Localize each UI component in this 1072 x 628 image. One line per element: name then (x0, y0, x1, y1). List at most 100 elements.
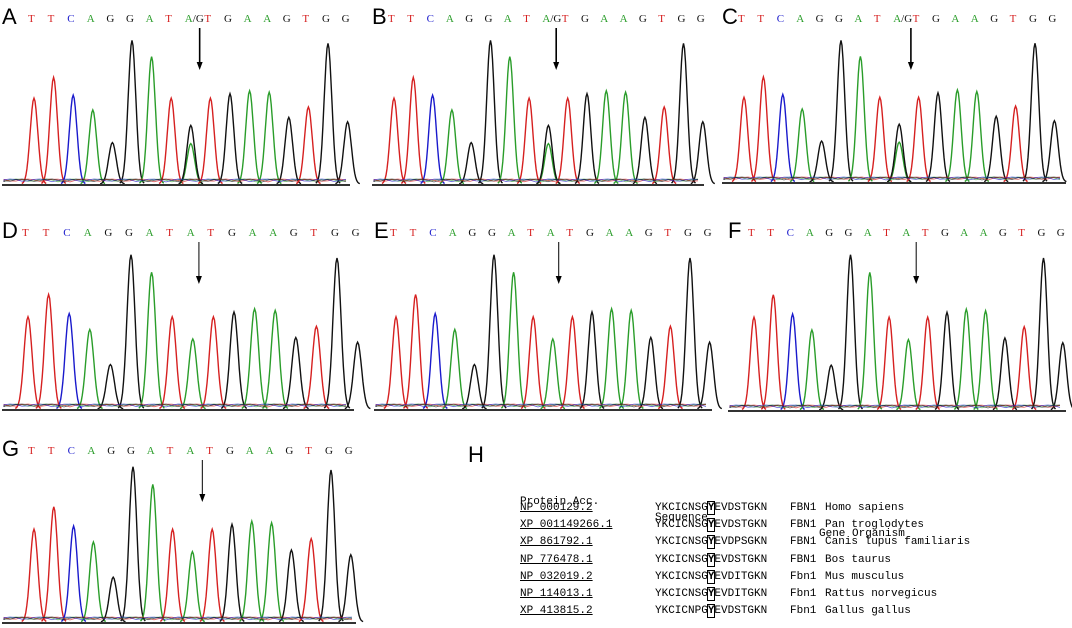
base-call: A (625, 227, 634, 239)
protein-accession[interactable]: NP 000129.2 (520, 502, 593, 514)
trace-peak (632, 115, 658, 185)
conserved-residue: Y (706, 604, 716, 619)
trace-peak (559, 314, 585, 410)
trace-peak (536, 123, 561, 185)
trace-peak (638, 335, 664, 410)
trace-peak (770, 92, 796, 183)
trace-peak (847, 56, 873, 182)
protein-accession[interactable]: NP 032019.2 (520, 570, 593, 583)
base-call: A (186, 227, 195, 239)
baseline-noise (375, 403, 707, 408)
trace-peak (574, 91, 600, 185)
trace-peak (670, 43, 697, 184)
base-call: A (186, 445, 195, 457)
base-call: G (325, 445, 333, 457)
trace-peak (934, 309, 960, 410)
trace-peak (809, 139, 834, 183)
chromatogram-trace (2, 460, 364, 624)
base-call: G (581, 13, 589, 25)
base-call: T (204, 13, 212, 25)
base-call: G (322, 13, 330, 25)
alignment-table: Protein Acc. Sequence Gene Organism NP 0… (520, 478, 1020, 624)
trace-peak (422, 311, 448, 409)
baseline-noise (373, 178, 699, 183)
base-call: T (47, 13, 55, 25)
trace-peak (219, 521, 245, 622)
base-call: A (248, 227, 257, 239)
base-call: G (341, 13, 350, 25)
base-call: T (658, 13, 665, 25)
trace-peak (217, 91, 243, 185)
trace-peak (402, 294, 429, 409)
base-call: G (644, 227, 653, 239)
trace-peak (381, 95, 407, 185)
base-call: G (1056, 227, 1065, 239)
base-call: A/G (542, 13, 562, 25)
base-call: G (127, 445, 135, 457)
protein-sequence: YKCICNPGYEVDSTGKN (655, 603, 767, 619)
trace-peak (179, 549, 206, 623)
baseline-noise (729, 404, 1061, 409)
trace-peak (677, 257, 703, 409)
sequence-suffix: EVDSTGKN (714, 502, 768, 514)
sequence-suffix: EVDITGKN (714, 570, 768, 583)
base-call: A (979, 227, 988, 239)
chromatogram-trace (372, 28, 716, 186)
conserved-residue: Y (706, 518, 716, 533)
base-call: G (484, 13, 493, 25)
gene-name: Fbn1 (790, 570, 817, 583)
protein-sequence: YKCICNSGYEVDSTGKN (655, 500, 767, 516)
trace-peak (80, 539, 107, 623)
organism-name: Canis lupus familiaris (825, 536, 971, 549)
trace-peak (555, 95, 581, 185)
trace-peak (500, 272, 527, 409)
protein-accession[interactable]: XP 413815.2 (520, 605, 593, 618)
baseline-noise (373, 178, 699, 183)
trace-peak (119, 40, 145, 184)
trace-peak (295, 104, 321, 185)
trace-peak (220, 309, 248, 409)
alignment-panel-h: H Protein Acc. Sequence Gene Organism NP… (468, 444, 1028, 624)
protein-accession[interactable]: XP 861792.1 (520, 536, 593, 549)
base-call: G (488, 227, 496, 239)
base-call: A (263, 13, 272, 25)
trace-peak (97, 363, 124, 410)
trace-peak (983, 114, 1009, 183)
base-call: T (206, 445, 213, 457)
base-call: G (825, 227, 834, 239)
trace-peak (657, 324, 683, 410)
trace-peak (458, 141, 484, 185)
baseline-noise (3, 403, 347, 408)
gene-name: FBN1 (790, 519, 817, 532)
trace-peak (690, 120, 716, 185)
base-call: A (448, 227, 457, 239)
base-call: G (289, 227, 298, 239)
trace-peak (780, 311, 806, 410)
trace-peak (138, 272, 165, 409)
protein-accession[interactable]: NP 114013.1 (520, 588, 593, 600)
protein-accession[interactable]: NP 776478.1 (520, 553, 593, 566)
base-call: T (883, 227, 890, 239)
base-call: A (970, 13, 979, 25)
organism-name: Homo sapiens (825, 502, 905, 514)
trace-peak (200, 314, 227, 410)
protein-accession[interactable]: XP 001149266.1 (520, 519, 613, 532)
sequence-suffix: EVDSTGKN (714, 519, 768, 532)
base-call: A (546, 227, 555, 239)
base-call: T (921, 227, 929, 239)
sequence-prefix: YKCICNPG (655, 605, 708, 618)
trace-peak (906, 95, 931, 183)
trace-peak (520, 314, 546, 410)
chromatogram-trace (722, 28, 1067, 184)
base-call: G (638, 13, 647, 25)
base-call: T (1009, 13, 1017, 25)
panel-label-b: B (372, 4, 387, 29)
baseline-noise (729, 404, 1061, 409)
base-call: C (63, 227, 71, 239)
sequence-suffix: EVDITGKN (714, 588, 768, 600)
trace-peak (323, 257, 351, 409)
trace-peak (992, 336, 1018, 411)
base-call: G (677, 13, 686, 25)
conserved-residue: Y (706, 535, 716, 550)
